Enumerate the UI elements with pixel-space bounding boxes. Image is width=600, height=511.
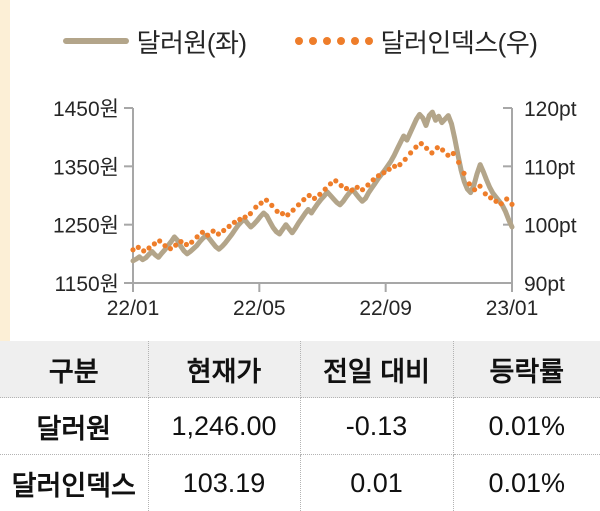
chart-legend: 달러원(좌) 달러인덱스(우) xyxy=(0,24,600,58)
dollarindex-legend-label: 달러인덱스(우) xyxy=(381,23,538,60)
table-row-dollarindex: 달러인덱스 103.19 0.01 0.01% xyxy=(0,455,600,511)
dollarindex-label: 달러인덱스 xyxy=(0,455,148,511)
usdkrw-line xyxy=(133,112,512,261)
y-right-tick-label: 120pt xyxy=(524,98,577,121)
usdkrw-rate: 0.01% xyxy=(453,398,600,455)
header-category: 구분 xyxy=(0,341,148,398)
y-left-tick-label: 1450원 xyxy=(53,98,119,121)
quote-table: 구분 현재가 전일 대비 등락률 달러원 1,246.00 -0.13 0.01… xyxy=(0,341,600,511)
legend-item-usdkrw: 달러원(좌) xyxy=(63,23,247,60)
dollarindex-rate: 0.01% xyxy=(453,455,600,511)
x-tick-label: 22/09 xyxy=(359,297,412,320)
usdkrw-label: 달러원 xyxy=(0,398,148,455)
y-right-tick-label: 100pt xyxy=(524,215,577,238)
x-tick-label: 22/05 xyxy=(233,297,286,320)
y-right-tick-label: 90pt xyxy=(524,273,565,296)
x-tick-label: 22/01 xyxy=(107,297,160,320)
usdkrw-price: 1,246.00 xyxy=(148,398,300,455)
y-left-tick-label: 1350원 xyxy=(53,156,119,179)
header-change-rate: 등락률 xyxy=(453,341,600,398)
legend-item-dollarindex: 달러인덱스(우) xyxy=(295,23,538,60)
dollarindex-dots-swatch xyxy=(295,37,373,45)
y-right-tick-label: 110pt xyxy=(524,156,575,179)
x-tick-label: 23/01 xyxy=(486,297,539,320)
header-day-change: 전일 대비 xyxy=(300,341,453,398)
header-current-price: 현재가 xyxy=(148,341,300,398)
y-left-tick-label: 1150원 xyxy=(55,273,119,296)
dollarindex-price: 103.19 xyxy=(148,455,300,511)
table-row-usdkrw: 달러원 1,246.00 -0.13 0.01% xyxy=(0,398,600,455)
dollarindex-change: 0.01 xyxy=(300,455,453,511)
table-header-row: 구분 현재가 전일 대비 등락률 xyxy=(0,341,600,398)
usdkrw-line-swatch xyxy=(63,38,129,44)
usdkrw-change: -0.13 xyxy=(300,398,453,455)
usdkrw-legend-label: 달러원(좌) xyxy=(137,23,247,60)
y-left-tick-label: 1250원 xyxy=(53,215,119,238)
